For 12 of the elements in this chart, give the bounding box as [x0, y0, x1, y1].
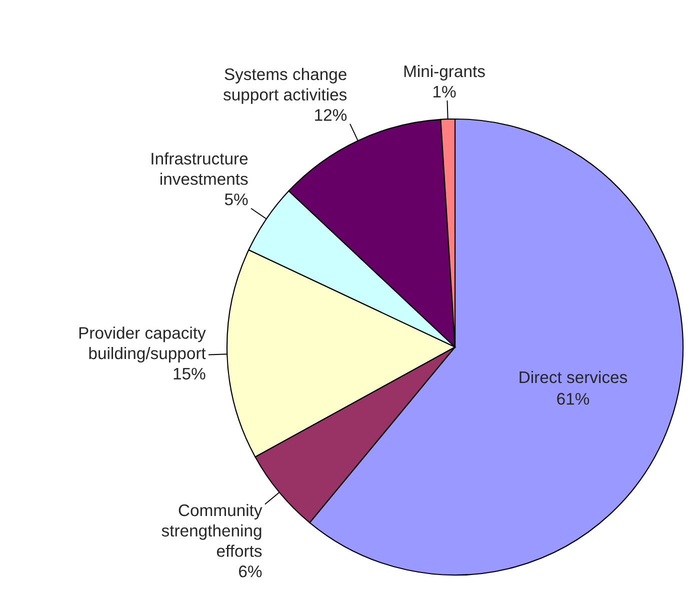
- slice-label: Direct services: [520, 370, 628, 384]
- data-label: 1%: [433, 86, 456, 98]
- data-label: 12%: [315, 109, 347, 121]
- data-label: 15%: [174, 368, 206, 380]
- slice-label: Provider capacity building/support: [79, 326, 206, 363]
- slice-label: Mini-grants: [404, 64, 485, 81]
- slice-label: Infrastructure investments: [152, 152, 248, 185]
- slice-label: Systems change support activities: [223, 68, 347, 104]
- data-label: 61%: [557, 392, 590, 405]
- slice-label: Community strengthening efforts: [162, 504, 262, 557]
- data-label: 6%: [239, 566, 262, 578]
- data-label: 5%: [224, 194, 248, 206]
